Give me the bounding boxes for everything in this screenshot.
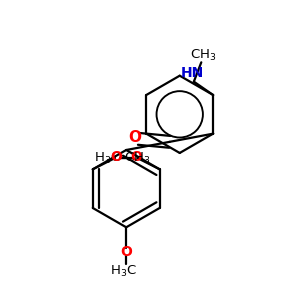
Text: O: O bbox=[110, 149, 122, 164]
Text: H$_3$C: H$_3$C bbox=[110, 264, 137, 279]
Text: O: O bbox=[128, 130, 141, 146]
Text: O: O bbox=[120, 245, 132, 259]
Text: CH$_3$: CH$_3$ bbox=[124, 151, 151, 166]
Text: H$_3$C: H$_3$C bbox=[94, 151, 121, 166]
Text: CH$_3$: CH$_3$ bbox=[190, 48, 216, 63]
Text: HN: HN bbox=[181, 66, 204, 80]
Text: O: O bbox=[130, 149, 142, 164]
